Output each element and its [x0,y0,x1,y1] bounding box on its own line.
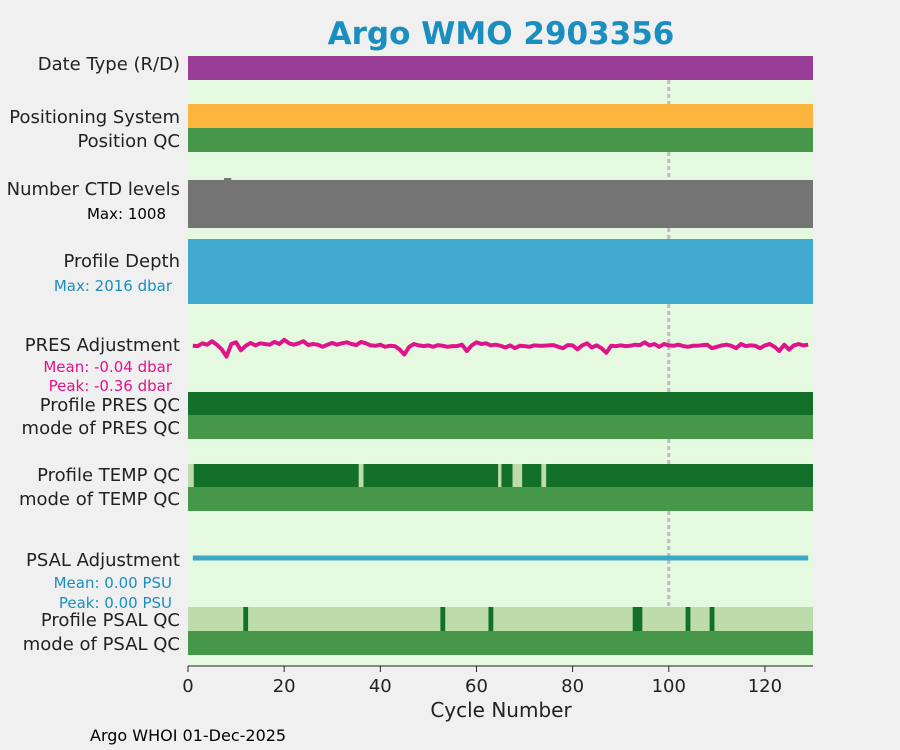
psal-qc-segment [488,607,494,631]
plot-area [188,52,813,666]
adjustment-series [192,337,809,561]
label-positioning-system: Positioning System [9,107,180,128]
label-date-type: Date Type (R/D) [38,54,180,75]
profile-psal-qc-bar [188,607,813,631]
footer-credit: Argo WHOI 01-Dec-2025 [90,726,286,745]
temp-qc-segment [541,464,547,487]
label-psal-mean: Mean: 0.00 PSU [54,574,172,592]
label-profile-temp-qc: Profile TEMP QC [37,465,180,486]
temp-qc-segment [498,464,502,487]
label-psal-adjustment: PSAL Adjustment [26,550,180,571]
label-profile-depth: Profile Depth [63,251,180,272]
label-pres-mean: Mean: -0.04 dbar [43,358,173,376]
row-labels: Date Type (R/D) Positioning System Posit… [7,54,180,655]
x-tick-label: 100 [652,676,686,697]
mode-psal-qc-bar [188,631,813,655]
label-profile-pres-qc: Profile PRES QC [40,395,180,416]
temp-qc-segment [512,464,523,487]
chart-title: Argo WMO 2903356 [328,16,675,52]
label-mode-pres-qc: mode of PRES QC [22,418,180,439]
profile-depth-bar [188,239,813,304]
psal-qc-segment [243,607,249,631]
temp-qc-segment [188,464,194,487]
label-pres-adjustment: PRES Adjustment [25,335,180,356]
x-tick-label: 120 [748,676,782,697]
x-tick-label: 80 [561,676,584,697]
x-tick-label: 60 [465,676,488,697]
label-mode-psal-qc: mode of PSAL QC [23,634,180,655]
x-tick-label: 20 [273,676,296,697]
mode-pres-qc-bar [188,415,813,439]
label-mode-temp-qc: mode of TEMP QC [19,489,180,510]
plot-background [188,52,813,666]
psal-qc-segment [685,607,691,631]
psal-qc-segment [632,607,643,631]
label-profile-psal-qc: Profile PSAL QC [41,610,180,631]
psal-qc-segment [440,607,446,631]
pres-adjustment-line [192,337,809,359]
temp-qc-segment [358,464,364,487]
positioning-system-bar [188,104,813,128]
status-bars [188,56,813,655]
label-pres-peak: Peak: -0.36 dbar [49,377,173,395]
psal-qc-segment [709,607,715,631]
x-axis-label: Cycle Number [430,698,572,722]
profile-pres-qc-bar [188,392,813,415]
label-psal-peak: Peak: 0.00 PSU [59,594,172,612]
ctd-levels-spike [224,178,232,181]
position-qc-bar [188,128,813,152]
date-type-bar [188,56,813,80]
label-depth-max: Max: 2016 dbar [54,277,173,295]
mode-temp-qc-bar [188,487,813,511]
label-ctd-levels: Number CTD levels [7,179,180,200]
x-tick-label: 40 [369,676,392,697]
x-axis: 0 20 40 60 80 100 120 [182,665,813,697]
label-position-qc: Position QC [77,131,180,152]
label-ctd-max: Max: 1008 [87,205,166,223]
ctd-levels-bar [188,180,813,228]
x-tick-label: 0 [182,676,193,697]
